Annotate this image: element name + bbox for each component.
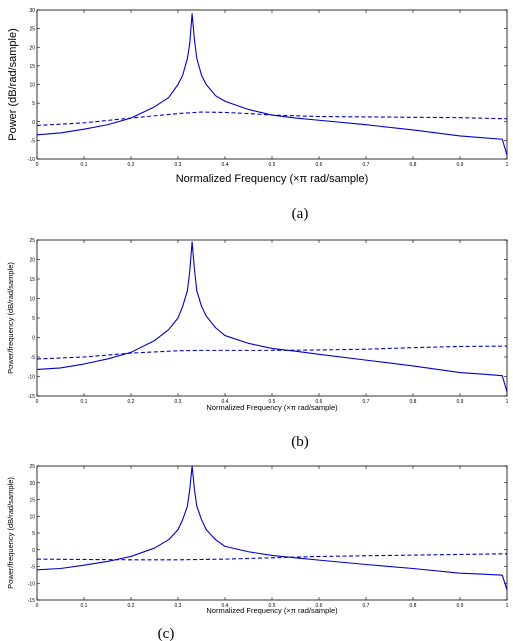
y-tick-label: 5 <box>32 531 35 537</box>
y-tick-label: 30 <box>29 8 35 14</box>
chart-panel-b: 0 0.1 0.2 0.3 0.4 0.5 0.6 0.7 0.8 0.9 1 -15 -10 -5 0 5 1… <box>6 238 509 450</box>
y-tick-label: -10 <box>28 375 35 381</box>
x-axis-label: Normalized Frequency (×π rad/sample) <box>176 173 369 185</box>
x-tick-label: 0.3 <box>175 399 182 405</box>
series-line-dashed <box>36 111 508 127</box>
x-tick-label: 0.7 <box>363 399 370 405</box>
x-tick-label: 0.3 <box>175 162 182 168</box>
x-tick-label: 0.3 <box>175 603 182 609</box>
x-tick-label: 0.1 <box>81 162 88 168</box>
x-tick-label: 0.1 <box>81 399 88 405</box>
panel-caption: (c) <box>158 626 175 641</box>
x-tick-label: 1 <box>506 162 509 168</box>
y-tick-label: 5 <box>32 316 35 322</box>
x-tick-label: 0.2 <box>128 399 135 405</box>
y-tick-label: 0 <box>32 120 35 126</box>
y-tick-label: 5 <box>32 101 35 107</box>
x-tick-label: 1 <box>506 603 509 609</box>
x-tick-label: 0.5 <box>269 399 276 405</box>
axes-frame <box>36 9 508 160</box>
x-tick-label: 0.5 <box>269 162 276 168</box>
x-tick-label: 0.5 <box>269 603 276 609</box>
y-tick-label: 20 <box>29 45 35 51</box>
y-tick-label: 15 <box>29 498 35 504</box>
x-tick-label: 1 <box>506 399 509 405</box>
x-tick-label: 0.6 <box>316 162 323 168</box>
series-line-dashed <box>36 345 508 360</box>
axes-frame <box>36 239 508 397</box>
x-tick-label: 0.9 <box>457 603 464 609</box>
panel-caption: (a) <box>292 206 309 222</box>
y-tick-label: -10 <box>28 157 35 163</box>
y-tick-label: -5 <box>31 355 36 361</box>
x-tick-label: 0.7 <box>363 603 370 609</box>
x-tick-label: 0.8 <box>410 399 417 405</box>
y-tick-label: -10 <box>28 581 35 587</box>
y-tick-label: 20 <box>29 481 35 487</box>
x-tick-label: 0.8 <box>410 603 417 609</box>
y-tick-label: 0 <box>32 548 35 554</box>
panel-caption: (b) <box>291 434 309 450</box>
y-tick-label: -5 <box>31 138 36 144</box>
x-tick-label: 0.1 <box>81 603 88 609</box>
y-tick-label: 25 <box>29 238 35 244</box>
y-tick-label: -15 <box>28 598 35 604</box>
chart-panel-a: 0 0.1 0.2 0.3 0.4 0.5 0.6 0.7 0.8 0.9 1 -10 -5 0 5 10 15… <box>7 8 509 222</box>
x-tick-label: 0.6 <box>316 603 323 609</box>
x-tick-label: 0 <box>36 399 39 405</box>
y-tick-label: 25 <box>29 464 35 470</box>
x-tick-label: 0 <box>36 162 39 168</box>
series-line-dashed <box>36 553 508 561</box>
y-axis-label: Power/frequency (dB/rad/sample) <box>6 477 15 589</box>
y-tick-label: 10 <box>29 83 35 89</box>
x-tick-label: 0.4 <box>222 399 229 405</box>
x-tick-label: 0.4 <box>222 603 229 609</box>
x-tick-label: 0.8 <box>410 162 417 168</box>
x-tick-label: 0.4 <box>222 162 229 168</box>
chart-panel-c: 0 0.1 0.2 0.3 0.4 0.5 0.6 0.7 0.8 0.9 1 -15 -10 -5 0 5 1… <box>6 464 509 641</box>
y-tick-label: 20 <box>29 258 35 264</box>
series-line-solid <box>36 13 508 156</box>
axes-frame <box>36 465 508 601</box>
y-axis-label: Power (dB/rad/sample) <box>7 28 19 141</box>
x-axis-label: Normalized Frequency (×π rad/sample) <box>206 606 338 615</box>
y-tick-label: 15 <box>29 277 35 283</box>
y-tick-label: 10 <box>29 297 35 303</box>
y-tick-label: 25 <box>29 27 35 33</box>
y-tick-label: 10 <box>29 514 35 520</box>
y-tick-label: -15 <box>28 394 35 400</box>
y-tick-label: -5 <box>31 565 36 571</box>
y-tick-label: 0 <box>32 336 35 342</box>
y-tick-label: 15 <box>29 64 35 70</box>
series-line-solid <box>36 465 508 591</box>
series-line-solid <box>36 241 508 393</box>
x-tick-label: 0.7 <box>363 162 370 168</box>
x-tick-label: 0.2 <box>128 162 135 168</box>
y-axis-label: Power/frequency (dB/rad/sample) <box>6 262 15 374</box>
x-tick-label: 0.2 <box>128 603 135 609</box>
x-tick-label: 0.9 <box>457 162 464 168</box>
x-tick-label: 0.9 <box>457 399 464 405</box>
x-tick-label: 0 <box>36 603 39 609</box>
x-axis-label: Normalized Frequency (×π rad/sample) <box>206 403 338 412</box>
x-tick-label: 0.6 <box>316 399 323 405</box>
